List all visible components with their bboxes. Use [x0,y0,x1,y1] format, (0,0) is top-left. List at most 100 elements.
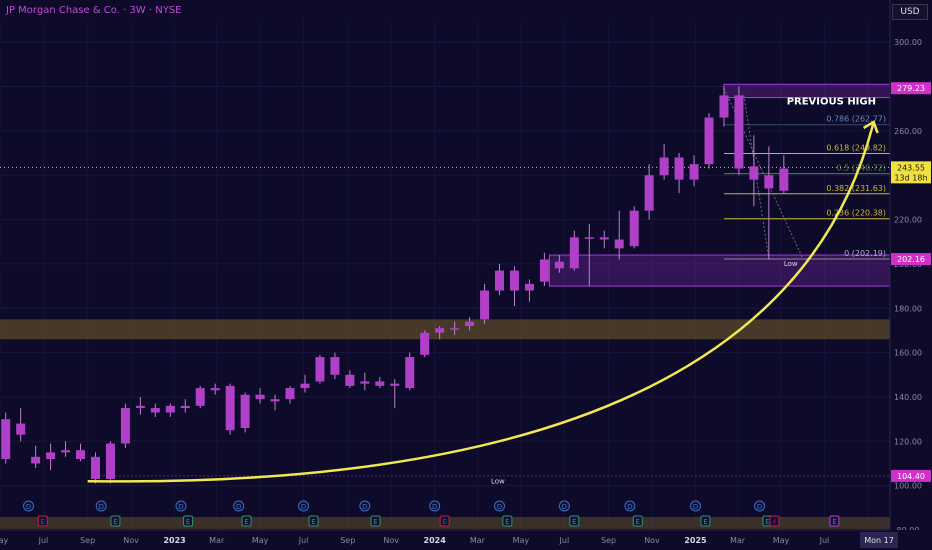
price-tag [891,253,931,266]
earnings-marker [829,515,840,527]
candle [330,352,340,380]
candle [779,155,789,193]
candle-body [135,405,145,409]
event-marker-label: D [562,503,567,511]
y-tick-label: 140.00 [894,393,922,402]
x-tick-label: Jul [819,536,830,545]
x-tick-label: 2024 [424,536,447,545]
candle-body [465,321,475,326]
candle-body [704,117,714,165]
event-marker-label: E [505,518,509,526]
candle-body [16,423,26,435]
x-tick-label: Sep [80,536,95,545]
candle-body [105,443,115,479]
earnings-marker [769,515,780,527]
dividend-marker [754,500,766,512]
event-marker-label: D [627,503,632,511]
x-tick-label: Jul [38,536,49,545]
candle-body [554,261,564,269]
y-tick-label: 220.00 [894,216,922,225]
countdown-label: 13d 18h [894,173,927,182]
event-marker-label: E [832,518,836,526]
candle-body [509,270,519,291]
currency-button[interactable]: USD [892,4,928,20]
fib-label: 0 (202.19) [844,249,886,258]
x-tick-label: Sep [340,536,355,545]
y-tick-label: 180.00 [894,304,922,313]
dividend-marker [624,500,636,512]
candle-body [375,381,385,386]
fib-label: 0.618 (249.82) [826,143,886,152]
dividend-marker [689,500,701,512]
candle [150,403,160,417]
candle-body [195,388,205,406]
fib-trendline [743,95,770,260]
previous-high-label: PREVIOUS HIGH [787,96,876,107]
price-tag-label: 279.23 [897,84,925,93]
y-tick-label: 300.00 [894,38,922,47]
dividend-marker [175,500,187,512]
candle-body [614,239,624,249]
event-marker-label: E [765,518,769,526]
candle [240,392,250,433]
event-marker-label: D [178,503,183,511]
candle-body [315,357,325,382]
candle [435,326,445,340]
candle-body [150,408,160,413]
candle [90,452,100,484]
y-tick-label: 160.00 [894,349,922,358]
candle-body [31,456,41,464]
candle-body [345,374,355,386]
event-marker-label: E [636,518,640,526]
dividend-marker [23,500,35,512]
candle [31,445,41,468]
earnings-marker [370,515,381,527]
candle [315,354,325,384]
candle [644,164,654,220]
candle-body [719,95,729,118]
candle [76,443,86,462]
candle [764,146,774,260]
candle [509,266,519,307]
candle-body [764,175,774,189]
candle [180,399,190,413]
candle [629,206,639,249]
candle [465,317,475,331]
fib-label: 0.236 (220.38) [826,209,886,218]
candle-body [644,175,654,211]
event-marker-label: E [113,518,117,526]
candle [584,224,594,287]
x-tick-label: May [773,536,790,545]
event-marker-label: D [236,503,241,511]
event-marker-label: D [693,503,698,511]
candle [524,279,534,302]
y-tick-label: 260.00 [894,127,922,136]
low-label: Low [491,477,505,485]
event-marker-label: D [432,503,437,511]
event-marker-label: E [442,518,446,526]
candle [165,403,175,417]
x-tick-label: May [252,536,269,545]
candle [375,377,385,389]
candle [61,441,71,457]
candle [135,396,145,415]
x-tick-label: May [0,536,9,545]
candle-body [779,168,789,191]
candle-body [120,408,130,444]
earnings-marker [110,515,121,527]
candle-body [300,383,310,389]
event-marker-label: E [186,518,190,526]
candle [105,441,115,484]
candle-body [584,237,594,239]
candle [495,263,505,295]
symbol-title[interactable]: JP Morgan Chase & Co. · 3W · NYSE [6,5,182,16]
fib-label: 0.382 (231.63) [826,184,886,193]
candle-body [225,385,235,431]
candle-body [390,383,400,386]
earnings-marker [308,515,319,527]
candle-body [61,450,71,453]
candle-body [330,357,340,375]
dividend-marker [233,500,245,512]
dividend-marker [95,500,107,512]
